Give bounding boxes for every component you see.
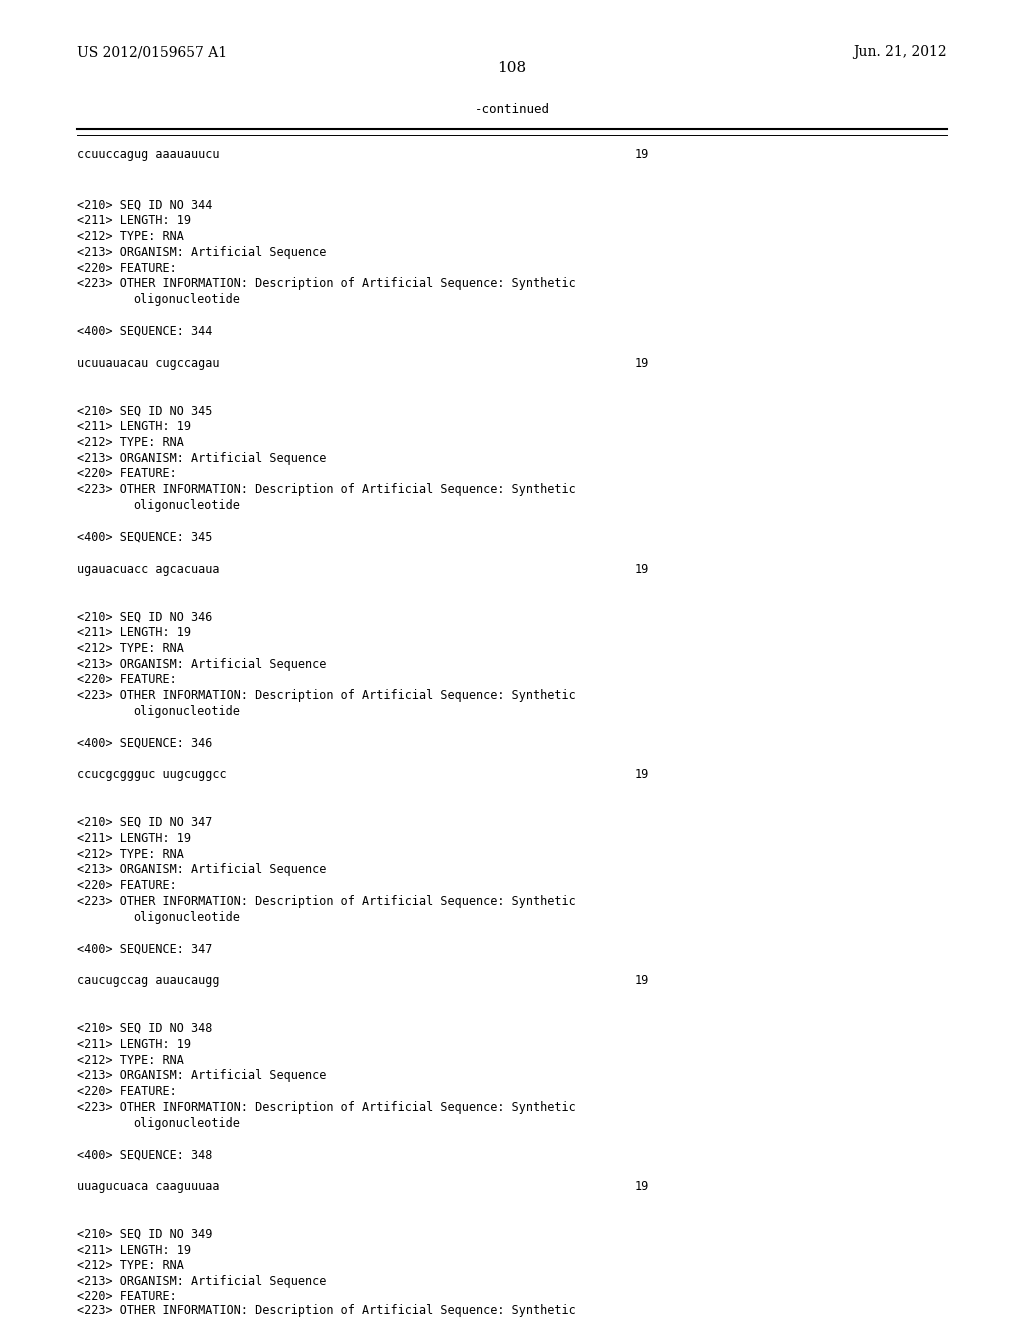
Text: <220> FEATURE:: <220> FEATURE:: [77, 1290, 176, 1303]
Text: <223> OTHER INFORMATION: Description of Artificial Sequence: Synthetic: <223> OTHER INFORMATION: Description of …: [77, 1101, 575, 1114]
Text: ccuuccagug aaauauucu: ccuuccagug aaauauucu: [77, 148, 219, 161]
Text: <210> SEQ ID NO 348: <210> SEQ ID NO 348: [77, 1022, 212, 1035]
Text: <210> SEQ ID NO 349: <210> SEQ ID NO 349: [77, 1228, 212, 1241]
Text: <400> SEQUENCE: 345: <400> SEQUENCE: 345: [77, 531, 212, 544]
Text: <213> ORGANISM: Artificial Sequence: <213> ORGANISM: Artificial Sequence: [77, 246, 327, 259]
Text: <210> SEQ ID NO 347: <210> SEQ ID NO 347: [77, 816, 212, 829]
Text: <220> FEATURE:: <220> FEATURE:: [77, 673, 176, 686]
Text: -continued: -continued: [474, 103, 550, 116]
Text: Jun. 21, 2012: Jun. 21, 2012: [854, 45, 947, 59]
Text: 19: 19: [635, 768, 649, 781]
Text: <220> FEATURE:: <220> FEATURE:: [77, 467, 176, 480]
Text: <400> SEQUENCE: 344: <400> SEQUENCE: 344: [77, 325, 212, 338]
Text: 19: 19: [635, 562, 649, 576]
Text: oligonucleotide: oligonucleotide: [133, 911, 240, 924]
Text: 19: 19: [635, 356, 649, 370]
Text: <213> ORGANISM: Artificial Sequence: <213> ORGANISM: Artificial Sequence: [77, 863, 327, 876]
Text: <210> SEQ ID NO 346: <210> SEQ ID NO 346: [77, 610, 212, 623]
Text: 19: 19: [635, 974, 649, 987]
Text: <223> OTHER INFORMATION: Description of Artificial Sequence: Synthetic: <223> OTHER INFORMATION: Description of …: [77, 1304, 575, 1317]
Text: <212> TYPE: RNA: <212> TYPE: RNA: [77, 230, 183, 243]
Text: <212> TYPE: RNA: <212> TYPE: RNA: [77, 847, 183, 861]
Text: <213> ORGANISM: Artificial Sequence: <213> ORGANISM: Artificial Sequence: [77, 1275, 327, 1288]
Text: US 2012/0159657 A1: US 2012/0159657 A1: [77, 45, 227, 59]
Text: <212> TYPE: RNA: <212> TYPE: RNA: [77, 1053, 183, 1067]
Text: <210> SEQ ID NO 345: <210> SEQ ID NO 345: [77, 404, 212, 417]
Text: <400> SEQUENCE: 346: <400> SEQUENCE: 346: [77, 737, 212, 750]
Text: <400> SEQUENCE: 348: <400> SEQUENCE: 348: [77, 1148, 212, 1162]
Text: oligonucleotide: oligonucleotide: [133, 293, 240, 306]
Text: 19: 19: [635, 1180, 649, 1193]
Text: <220> FEATURE:: <220> FEATURE:: [77, 1085, 176, 1098]
Text: <211> LENGTH: 19: <211> LENGTH: 19: [77, 1243, 190, 1257]
Text: <212> TYPE: RNA: <212> TYPE: RNA: [77, 436, 183, 449]
Text: <223> OTHER INFORMATION: Description of Artificial Sequence: Synthetic: <223> OTHER INFORMATION: Description of …: [77, 483, 575, 496]
Text: <211> LENGTH: 19: <211> LENGTH: 19: [77, 420, 190, 433]
Text: <220> FEATURE:: <220> FEATURE:: [77, 261, 176, 275]
Text: uuagucuaca caaguuuaa: uuagucuaca caaguuuaa: [77, 1180, 219, 1193]
Text: oligonucleotide: oligonucleotide: [133, 499, 240, 512]
Text: ucuuauacau cugccagau: ucuuauacau cugccagau: [77, 356, 219, 370]
Text: <223> OTHER INFORMATION: Description of Artificial Sequence: Synthetic: <223> OTHER INFORMATION: Description of …: [77, 895, 575, 908]
Text: <223> OTHER INFORMATION: Description of Artificial Sequence: Synthetic: <223> OTHER INFORMATION: Description of …: [77, 689, 575, 702]
Text: <212> TYPE: RNA: <212> TYPE: RNA: [77, 642, 183, 655]
Text: <211> LENGTH: 19: <211> LENGTH: 19: [77, 832, 190, 845]
Text: oligonucleotide: oligonucleotide: [133, 1117, 240, 1130]
Text: 19: 19: [635, 148, 649, 161]
Text: <211> LENGTH: 19: <211> LENGTH: 19: [77, 1038, 190, 1051]
Text: <220> FEATURE:: <220> FEATURE:: [77, 879, 176, 892]
Text: <211> LENGTH: 19: <211> LENGTH: 19: [77, 626, 190, 639]
Text: <213> ORGANISM: Artificial Sequence: <213> ORGANISM: Artificial Sequence: [77, 657, 327, 671]
Text: <210> SEQ ID NO 344: <210> SEQ ID NO 344: [77, 198, 212, 211]
Text: oligonucleotide: oligonucleotide: [133, 705, 240, 718]
Text: 108: 108: [498, 61, 526, 75]
Text: <400> SEQUENCE: 347: <400> SEQUENCE: 347: [77, 942, 212, 956]
Text: <213> ORGANISM: Artificial Sequence: <213> ORGANISM: Artificial Sequence: [77, 1069, 327, 1082]
Text: <211> LENGTH: 19: <211> LENGTH: 19: [77, 214, 190, 227]
Text: <212> TYPE: RNA: <212> TYPE: RNA: [77, 1259, 183, 1272]
Text: ccucgcggguc uugcuggcc: ccucgcggguc uugcuggcc: [77, 768, 226, 781]
Text: ugauacuacc agcacuaua: ugauacuacc agcacuaua: [77, 562, 219, 576]
Text: caucugccag auaucaugg: caucugccag auaucaugg: [77, 974, 219, 987]
Text: <223> OTHER INFORMATION: Description of Artificial Sequence: Synthetic: <223> OTHER INFORMATION: Description of …: [77, 277, 575, 290]
Text: <213> ORGANISM: Artificial Sequence: <213> ORGANISM: Artificial Sequence: [77, 451, 327, 465]
